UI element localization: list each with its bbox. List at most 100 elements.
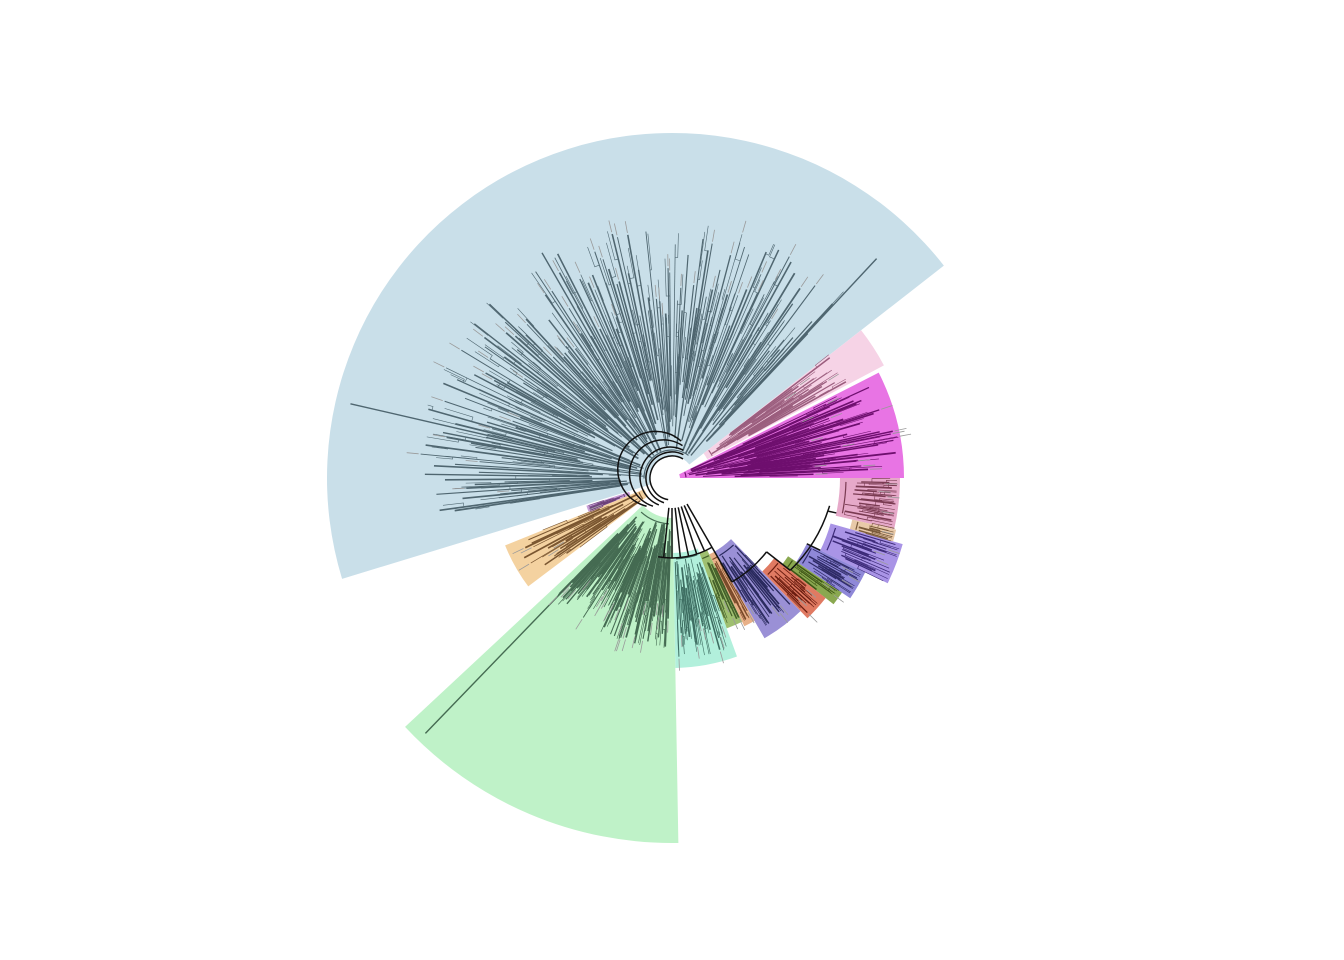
branch-twig [700, 633, 705, 656]
tip-label-mark [512, 548, 524, 555]
tip-label-mark [603, 610, 610, 622]
branch-twig [629, 306, 642, 343]
branch-twig [552, 475, 577, 477]
tip-label-mark [710, 631, 714, 644]
tip-label-mark [518, 563, 530, 571]
tip-label-mark [615, 267, 619, 280]
branch-twig [864, 542, 878, 547]
branch-twig [787, 585, 810, 604]
branch-twig [612, 571, 623, 590]
branch-line [635, 545, 656, 623]
tip-label-mark [730, 241, 735, 254]
branch-twig [631, 576, 636, 586]
branch-line [737, 397, 794, 435]
branch-line [528, 508, 601, 541]
branch-twig [682, 336, 686, 359]
branch-line [514, 399, 589, 437]
branch-line [454, 484, 621, 512]
branch-twig [716, 572, 730, 600]
branch-twig [796, 573, 810, 584]
branch-twig [617, 466, 634, 471]
tip-label-mark [432, 434, 445, 438]
branch-line [774, 570, 813, 606]
branch-twig [760, 404, 770, 412]
branch-line [691, 409, 880, 473]
branch-twig [611, 568, 621, 585]
branch-twig [685, 366, 689, 385]
branch-line [846, 538, 887, 553]
branch-twig [872, 540, 898, 551]
branch-line [565, 515, 608, 542]
branch-twig [584, 566, 605, 593]
branch-twig [635, 530, 641, 538]
branch-twig [682, 620, 685, 635]
branch-line [841, 545, 876, 561]
clade-lightblue-long-branch [541, 252, 618, 384]
branch-line [665, 529, 671, 605]
branch-twig [861, 492, 897, 497]
tip-label-mark [556, 335, 565, 345]
branch-line [813, 570, 832, 584]
branch-twig [623, 549, 632, 562]
branch-twig [535, 406, 555, 417]
branch-line [690, 417, 830, 472]
branch-twig [754, 279, 761, 294]
branch-line [734, 337, 794, 406]
branch-twig [465, 482, 492, 484]
branch-line [750, 431, 880, 462]
branch-line [614, 545, 642, 602]
branch-twig [751, 331, 769, 359]
branch-twig [675, 366, 679, 404]
tip-label-mark [894, 427, 907, 432]
branch-twig [655, 604, 660, 634]
branch-twig [442, 502, 465, 507]
branch-twig [541, 381, 572, 404]
branch-twig [609, 590, 622, 616]
branch-twig [750, 603, 761, 619]
branch-twig [531, 272, 556, 304]
branch-twig [666, 552, 669, 580]
branch-line [812, 559, 845, 580]
branch-twig [837, 577, 853, 589]
branch-twig [743, 358, 750, 368]
branch-line [579, 278, 655, 440]
branch-twig [456, 431, 489, 439]
branch-line [696, 587, 707, 630]
branch-twig [792, 419, 815, 430]
branch-line [661, 541, 669, 634]
branch-line [489, 358, 590, 425]
branch-twig [624, 360, 634, 379]
branch-twig [831, 378, 846, 389]
branch-twig [624, 559, 632, 573]
branch-twig [607, 545, 627, 573]
branch-twig [767, 299, 782, 324]
branch-twig [569, 363, 588, 382]
branch-twig [486, 302, 504, 319]
branch-twig [865, 532, 892, 542]
branch-twig [607, 567, 622, 592]
branch-line [713, 442, 822, 469]
branch-twig [811, 470, 833, 473]
branch-line [461, 349, 595, 432]
tip-label-mark [596, 596, 603, 607]
branch-twig [730, 389, 747, 409]
branch-twig [561, 443, 574, 449]
branch-twig [630, 602, 636, 620]
branch-line [861, 481, 890, 484]
branch-twig [769, 475, 798, 477]
branch-twig [882, 502, 892, 506]
branch-twig [757, 571, 783, 597]
branch-twig [823, 555, 850, 569]
branch-line [716, 320, 771, 408]
tip-label-mark [655, 603, 659, 616]
clade-green-small-branches [702, 555, 740, 623]
branch-twig [749, 577, 770, 604]
backbone-arc [628, 439, 683, 507]
branch-twig [454, 486, 482, 489]
branch-line [680, 579, 686, 634]
branch-line [615, 328, 657, 436]
tip-label-mark [658, 287, 661, 300]
branch-twig [630, 603, 636, 621]
branch-twig [788, 435, 812, 443]
tip-label-mark [738, 281, 743, 294]
